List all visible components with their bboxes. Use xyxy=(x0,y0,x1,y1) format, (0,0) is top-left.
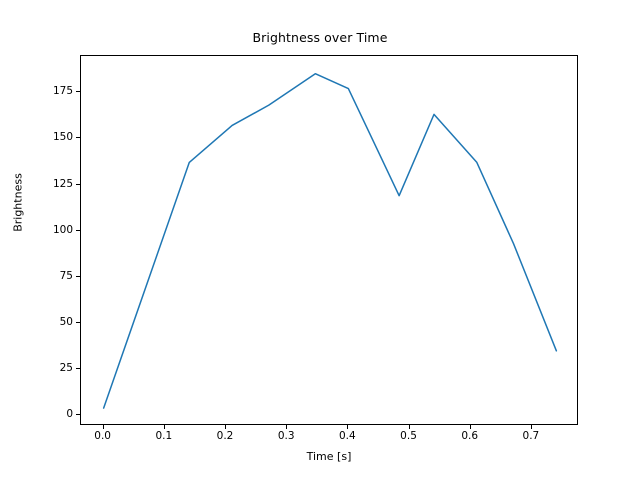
x-tick-label: 0.0 xyxy=(94,430,111,442)
x-tick-mark xyxy=(408,425,410,429)
y-tick-mark xyxy=(76,229,80,231)
y-tick-label: 25 xyxy=(59,362,73,375)
x-tick-label: 0.3 xyxy=(277,430,295,442)
chart-title: Brightness over Time xyxy=(252,30,388,45)
x-tick-label: 0.5 xyxy=(400,430,417,442)
x-tick-label: 0.4 xyxy=(338,430,356,442)
y-tick-mark xyxy=(76,137,80,139)
x-tick-mark xyxy=(163,425,165,429)
x-tick-mark xyxy=(286,425,288,429)
y-tick-label: 0 xyxy=(66,408,73,421)
x-tick-mark xyxy=(224,425,226,429)
y-axis-tick-labels: 0 25 50 75 100 125 150 175 xyxy=(0,55,73,425)
y-tick-label: 50 xyxy=(59,316,73,329)
x-axis-tick-labels: 0.0 0.1 0.2 0.3 0.4 0.5 0.6 0.7 xyxy=(80,430,578,446)
y-tick-mark xyxy=(76,183,80,185)
y-tick-mark xyxy=(76,275,80,277)
y-tick-label: 75 xyxy=(59,269,73,282)
x-tick-mark xyxy=(469,425,471,429)
x-tick-label: 0.6 xyxy=(461,430,479,442)
y-tick-label: 175 xyxy=(52,85,73,98)
y-tick-label: 150 xyxy=(52,131,73,144)
y-axis-label: Brightness xyxy=(11,173,25,232)
brightness-line xyxy=(102,72,558,409)
x-tick-label: 0.7 xyxy=(522,430,540,442)
x-tick-mark xyxy=(347,425,349,429)
line-series-svg xyxy=(102,72,558,409)
y-tick-label: 125 xyxy=(52,177,73,190)
x-tick-mark xyxy=(530,425,532,429)
plot-axes xyxy=(80,55,578,425)
x-tick-label: 0.1 xyxy=(155,430,173,442)
y-tick-mark xyxy=(76,91,80,93)
x-axis-label: Time [s] xyxy=(306,450,352,463)
y-tick-mark xyxy=(76,414,80,416)
x-tick-label: 0.2 xyxy=(216,430,234,442)
y-tick-label: 100 xyxy=(52,223,73,236)
x-tick-mark xyxy=(102,425,104,429)
y-tick-mark xyxy=(76,322,80,324)
y-tick-mark xyxy=(76,368,80,370)
